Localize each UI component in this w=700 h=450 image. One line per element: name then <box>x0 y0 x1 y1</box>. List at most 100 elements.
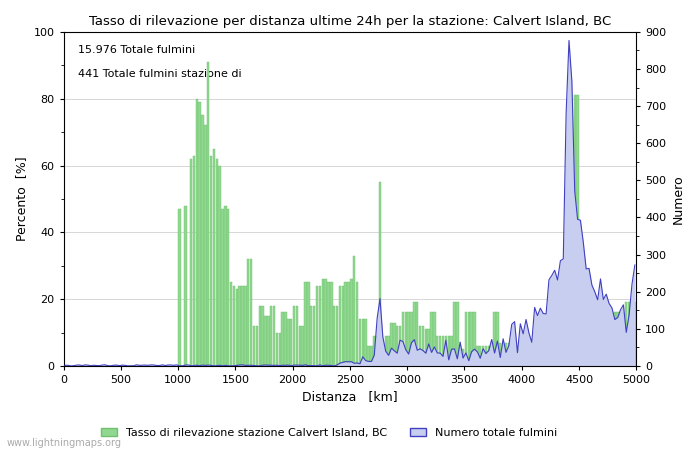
Bar <box>425 329 427 366</box>
Bar <box>436 336 438 366</box>
Bar <box>579 326 582 366</box>
Bar <box>545 342 547 366</box>
Bar <box>459 349 461 366</box>
Bar <box>602 312 605 366</box>
Bar <box>201 116 204 366</box>
Bar <box>519 349 522 366</box>
Bar <box>321 279 324 366</box>
Bar <box>596 319 599 366</box>
Bar <box>281 312 284 366</box>
Bar <box>250 259 253 366</box>
Bar <box>264 316 267 366</box>
Bar <box>634 302 636 366</box>
Bar <box>307 283 309 366</box>
Bar <box>390 323 393 366</box>
Bar <box>413 302 416 366</box>
Bar <box>551 342 553 366</box>
Bar <box>565 339 568 366</box>
Bar <box>439 336 442 366</box>
Bar <box>379 182 382 366</box>
Bar <box>190 159 193 366</box>
Bar <box>605 312 608 366</box>
Bar <box>570 283 573 366</box>
Bar <box>287 319 290 366</box>
Bar <box>261 306 264 366</box>
Bar <box>302 326 304 366</box>
Bar <box>628 302 630 366</box>
Bar <box>505 342 508 366</box>
Bar <box>184 206 186 366</box>
Bar <box>502 342 505 366</box>
Bar <box>614 312 616 366</box>
Bar <box>494 312 496 366</box>
Bar <box>293 306 295 366</box>
Bar <box>453 302 456 366</box>
Bar <box>318 286 321 366</box>
Bar <box>444 336 447 366</box>
Bar <box>499 342 501 366</box>
Bar <box>617 312 619 366</box>
Bar <box>178 209 181 366</box>
Bar <box>204 126 206 366</box>
Bar <box>244 286 246 366</box>
Bar <box>239 286 241 366</box>
Bar <box>295 306 298 366</box>
Bar <box>195 99 198 366</box>
Bar <box>218 166 221 366</box>
Y-axis label: Percento  [%]: Percento [%] <box>15 157 28 241</box>
Text: www.lightningmaps.org: www.lightningmaps.org <box>7 438 122 448</box>
Bar <box>622 312 624 366</box>
Bar <box>470 312 473 366</box>
Bar <box>330 283 332 366</box>
Bar <box>510 349 513 366</box>
Bar <box>631 302 634 366</box>
Bar <box>221 209 224 366</box>
Bar <box>333 306 335 366</box>
Bar <box>591 319 593 366</box>
Bar <box>468 312 470 366</box>
Bar <box>247 259 249 366</box>
Bar <box>344 283 347 366</box>
Bar <box>267 316 270 366</box>
Bar <box>491 346 493 366</box>
Bar <box>585 306 587 366</box>
Bar <box>450 336 453 366</box>
Bar <box>547 342 550 366</box>
Bar <box>356 283 358 366</box>
Bar <box>198 102 201 366</box>
Bar <box>210 156 212 366</box>
X-axis label: Distanza   [km]: Distanza [km] <box>302 391 398 404</box>
Bar <box>284 312 287 366</box>
Bar <box>522 349 524 366</box>
Bar <box>290 319 293 366</box>
Bar <box>599 319 602 366</box>
Bar <box>568 283 570 366</box>
Bar <box>542 346 545 366</box>
Bar <box>473 312 476 366</box>
Bar <box>339 286 341 366</box>
Bar <box>224 206 227 366</box>
Bar <box>342 286 344 366</box>
Bar <box>554 342 556 366</box>
Bar <box>216 159 218 366</box>
Bar <box>362 319 364 366</box>
Bar <box>365 319 367 366</box>
Bar <box>241 286 244 366</box>
Bar <box>256 326 258 366</box>
Bar <box>399 326 401 366</box>
Bar <box>370 346 372 366</box>
Bar <box>353 256 356 366</box>
Bar <box>253 326 256 366</box>
Bar <box>525 349 527 366</box>
Title: Tasso di rilevazione per distanza ultime 24h per la stazione: Calvert Island, BC: Tasso di rilevazione per distanza ultime… <box>89 15 611 28</box>
Bar <box>299 326 301 366</box>
Bar <box>528 349 530 366</box>
Bar <box>230 283 232 366</box>
Bar <box>258 306 261 366</box>
Bar <box>376 336 379 366</box>
Bar <box>562 339 564 366</box>
Bar <box>368 346 370 366</box>
Bar <box>576 95 579 366</box>
Bar <box>539 346 542 366</box>
Bar <box>419 326 421 366</box>
